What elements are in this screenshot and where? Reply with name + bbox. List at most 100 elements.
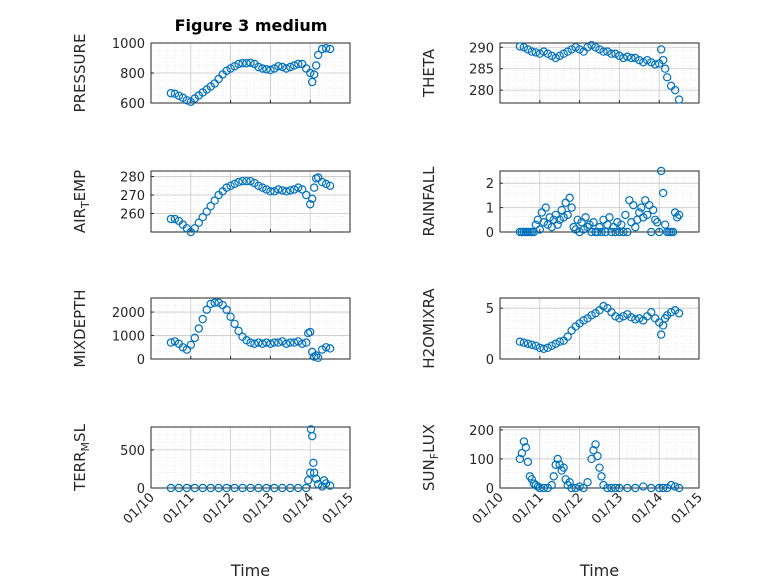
theta-point <box>643 55 652 65</box>
rainfall-point <box>535 225 545 234</box>
sun_flux-point <box>553 454 562 464</box>
pressure-point <box>242 59 251 68</box>
theta-point <box>674 95 684 104</box>
rainfall-point <box>672 213 682 222</box>
air_temp-point <box>274 185 283 194</box>
theta-point <box>519 43 529 52</box>
sun_flux-point <box>575 482 584 491</box>
h2omixra-point <box>555 337 564 346</box>
rainfall-point <box>629 200 638 210</box>
air_temp-point <box>234 177 243 187</box>
sun_flux-point <box>519 437 529 446</box>
theta-point <box>523 45 533 54</box>
air_temp-point <box>317 177 327 187</box>
mixdepth-point <box>194 324 203 333</box>
rainfall-point <box>601 227 610 237</box>
h2omixra-point <box>627 313 636 322</box>
pressure-point <box>258 64 267 73</box>
terr_msl-point <box>246 483 255 493</box>
sun_flux-point <box>670 482 680 491</box>
sun_flux-point <box>615 483 624 493</box>
rainfall-point <box>655 227 664 237</box>
sun_flux-point <box>589 446 598 455</box>
h2omixra-point <box>631 315 640 324</box>
sun_flux-point <box>593 451 602 461</box>
rainfall-point <box>569 222 578 232</box>
pressure-point <box>174 91 184 101</box>
sun_flux-point <box>523 457 533 467</box>
h2omixra-y-tick-label: 0 <box>486 353 494 368</box>
air_temp-point <box>210 196 219 205</box>
rainfall-point <box>557 205 566 215</box>
terr_msl-point <box>306 468 315 477</box>
terr_msl-point <box>270 483 279 493</box>
terr_msl-point <box>222 483 231 493</box>
air_temp-point <box>242 176 251 186</box>
x-tick-label: 01/11 <box>161 490 198 527</box>
mixdepth-point <box>246 338 255 347</box>
air_temp-point <box>302 190 311 200</box>
mixdepth-point <box>325 344 335 353</box>
terr_msl-y-tick-label: 0 <box>137 482 145 497</box>
theta-point <box>631 53 640 63</box>
x-tick-label: 01/15 <box>320 490 357 527</box>
x-tick-label: 01/15 <box>669 490 706 527</box>
theta-point <box>515 42 525 51</box>
mixdepth-y-tick-label: 1000 <box>112 330 145 345</box>
theta-point <box>599 47 608 56</box>
rainfall-point <box>674 210 684 220</box>
theta-y-tick-label: 285 <box>469 63 494 78</box>
air_temp-axes-box <box>150 170 351 233</box>
theta-point <box>623 52 632 61</box>
rainfall-y-tick-label: 2 <box>486 177 494 192</box>
terr_msl-point <box>174 483 184 493</box>
mixdepth-point <box>262 338 271 347</box>
pressure-point <box>166 89 176 98</box>
h2omixra-point <box>615 314 624 323</box>
theta-y-tick-label: 280 <box>469 84 494 99</box>
sun_flux-point <box>547 480 556 490</box>
air_temp-point <box>309 183 319 192</box>
h2omixra-y-tick-label: 5 <box>486 302 494 317</box>
theta-point <box>658 55 668 65</box>
terr_msl-point <box>302 483 311 493</box>
pressure-point <box>325 44 335 54</box>
terr_msl-axes-box <box>150 426 351 489</box>
h2omixra-point <box>547 341 556 350</box>
air_temp-ylabel: AIRTEMP <box>71 170 92 233</box>
terr_msl-point <box>278 483 287 493</box>
terr_msl-point <box>238 483 247 493</box>
h2omixra-point <box>523 339 533 348</box>
sun_flux-point <box>658 483 668 493</box>
sun_flux-y-tick-label: 200 <box>469 424 494 439</box>
terr_msl-point <box>311 474 321 484</box>
h2omixra-point <box>635 314 644 323</box>
h2omixra-point <box>539 344 548 354</box>
terr_msl-ylabel: TERRMSL <box>71 423 92 492</box>
rainfall-point <box>631 222 640 232</box>
pressure-y-tick-label: 800 <box>120 67 145 82</box>
theta-point <box>539 47 548 56</box>
air_temp-point <box>254 181 263 190</box>
pressure-point <box>230 62 239 71</box>
x-axis-label: Time <box>230 561 270 580</box>
terr_msl-point <box>206 483 215 493</box>
sun_flux-point <box>535 483 545 493</box>
theta-point <box>656 45 666 54</box>
rainfall-point <box>541 203 550 212</box>
air_temp-point <box>321 179 331 189</box>
h2omixra-point <box>599 301 608 311</box>
sun_flux-point <box>611 483 620 493</box>
theta-point <box>543 49 552 58</box>
air_temp-point <box>226 181 235 190</box>
mixdepth-point <box>250 339 259 348</box>
sun_flux-point <box>539 483 548 493</box>
mixdepth-point <box>309 352 319 361</box>
sun_flux-point <box>521 443 531 452</box>
rainfall-y-tick-label: 1 <box>486 202 494 217</box>
air_temp-y-tick-label: 280 <box>120 171 145 186</box>
rainfall-point <box>605 213 614 222</box>
pressure-point <box>282 64 291 73</box>
mixdepth-point <box>234 326 243 336</box>
pressure-point <box>274 62 283 71</box>
